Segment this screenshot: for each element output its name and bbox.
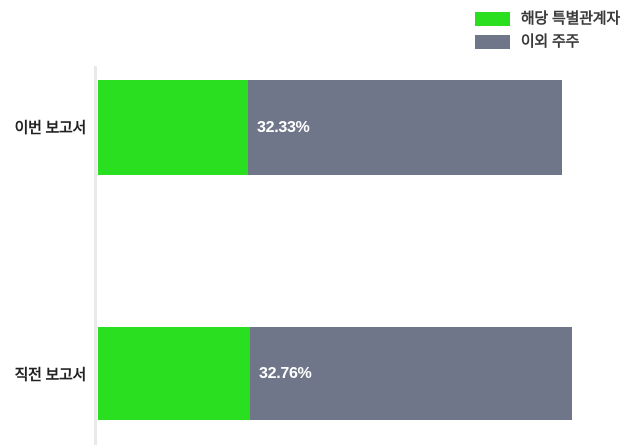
category-label-0: 이번 보고서: [14, 119, 87, 137]
bar-row[interactable]: 32.76%: [98, 327, 572, 420]
bar-segment-special-related-1[interactable]: [98, 327, 250, 420]
legend-label-0: 해당 특별관계자: [520, 10, 620, 27]
legend-item-1[interactable]: 이외 주주: [474, 33, 580, 50]
bar-segment-other-shareholders-0[interactable]: 32.33%: [248, 80, 562, 175]
y-axis-line: [94, 66, 97, 445]
bar-row[interactable]: 32.33%: [98, 80, 562, 175]
legend-label-1: 이외 주주: [520, 33, 580, 50]
chart-legend: 해당 특별관계자 이외 주주: [474, 10, 620, 50]
legend-swatch-green: [474, 11, 510, 26]
bar-segment-special-related-0[interactable]: [98, 80, 248, 175]
bar-value-label-0: 32.33%: [257, 118, 310, 136]
category-label-1: 직전 보고서: [14, 366, 87, 384]
legend-item-0[interactable]: 해당 특별관계자: [474, 10, 620, 27]
bar-segment-other-shareholders-1[interactable]: 32.76%: [250, 327, 572, 420]
bar-value-label-1: 32.76%: [259, 364, 312, 382]
legend-swatch-gray: [474, 34, 510, 49]
